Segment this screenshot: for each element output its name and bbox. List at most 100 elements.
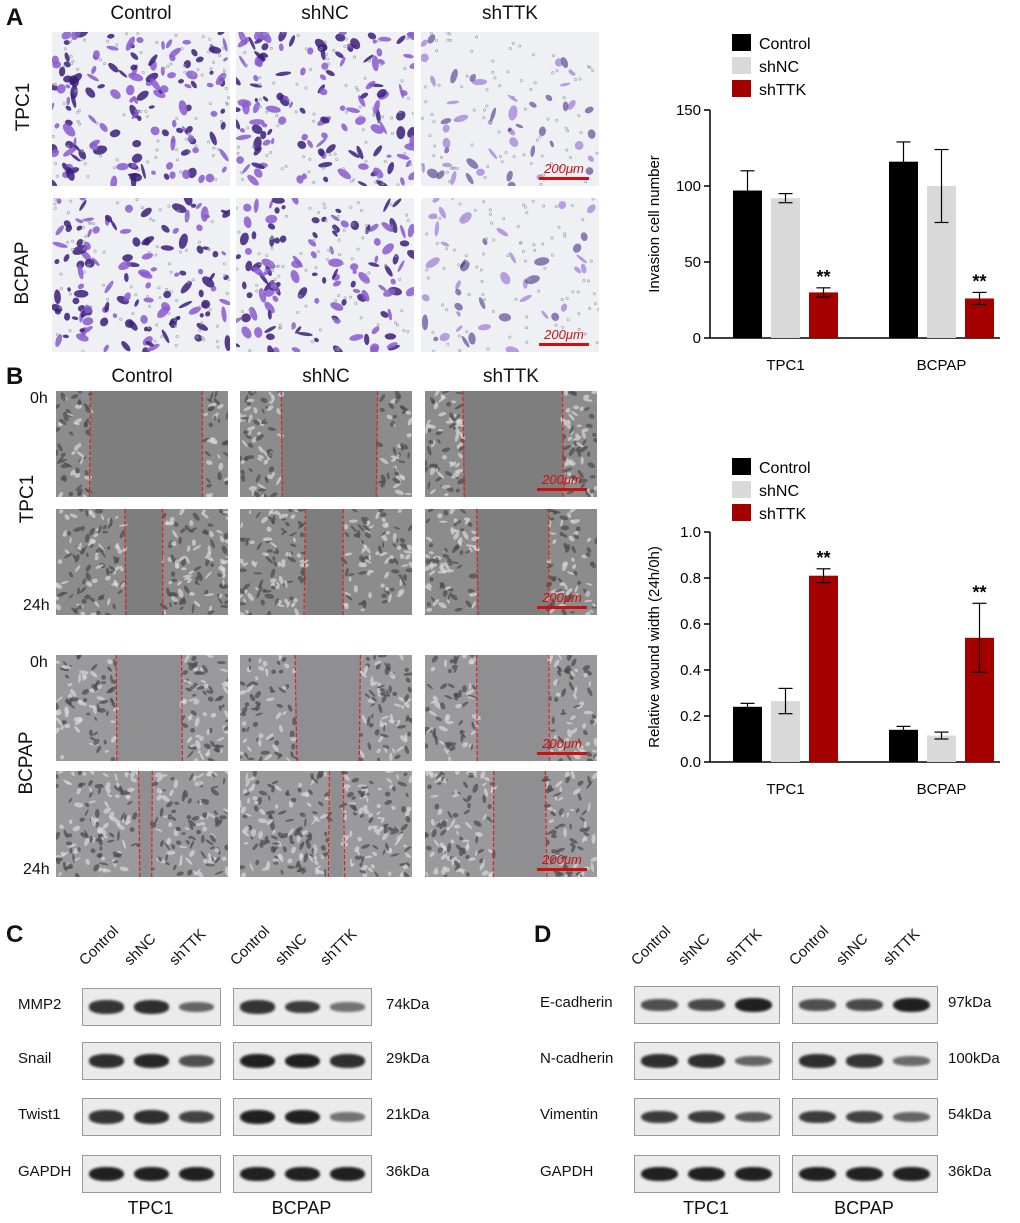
invasion-header-control: Control: [110, 3, 172, 24]
protein-band: [89, 1166, 124, 1182]
legend-swatch: [732, 481, 751, 498]
protein-band: [641, 1110, 678, 1124]
significance-marker: **: [816, 267, 830, 287]
protein-band: [89, 1054, 124, 1068]
molecular-weight-label: 21kDa: [386, 1106, 430, 1123]
protein-band: [799, 1054, 836, 1068]
lane-label: Control: [627, 922, 675, 969]
lane-label: Control: [785, 922, 833, 969]
legend-label: shNC: [759, 483, 799, 500]
protein-label: Twist1: [18, 1106, 61, 1123]
protein-band: [285, 1109, 320, 1125]
scale-bar: 200μm: [537, 472, 587, 491]
invasion-image: [52, 198, 230, 352]
lane-label: shNC: [271, 930, 311, 969]
protein-band: [735, 1166, 772, 1182]
bar: [771, 198, 800, 338]
lane-label: shNC: [120, 930, 160, 969]
legend-label: Control: [759, 36, 811, 53]
invasion-image: [52, 32, 230, 186]
protein-band: [179, 1166, 214, 1182]
protein-band: [285, 1000, 320, 1014]
lane-label: Control: [75, 922, 123, 969]
bar: [889, 161, 918, 338]
blot-strip: [634, 986, 780, 1024]
protein-band: [89, 1110, 124, 1124]
protein-band: [330, 1166, 365, 1182]
lane-label: shTTK: [316, 925, 361, 969]
protein-band: [846, 1166, 883, 1182]
legend-swatch: [732, 80, 751, 97]
blot-strip: [82, 1042, 221, 1080]
lane-label: shTTK: [721, 925, 766, 969]
protein-band: [799, 1166, 836, 1182]
protein-band: [179, 1001, 214, 1013]
y-tick-label: 50: [684, 254, 701, 271]
blot-strip: [634, 1155, 780, 1193]
protein-band: [89, 1000, 124, 1014]
wound-row-label-tpc1: TPC1: [17, 474, 38, 524]
wound-header-shnc: shNC: [302, 366, 350, 387]
lane-label: shNC: [674, 930, 714, 969]
protein-band: [846, 1054, 883, 1068]
blot-strip: [792, 1098, 938, 1136]
protein-band: [179, 1110, 214, 1124]
blot-strip: [82, 1155, 221, 1193]
blot-strip: [792, 1155, 938, 1193]
blot-strip: [792, 1042, 938, 1080]
protein-label: Vimentin: [540, 1106, 599, 1123]
protein-band: [688, 1054, 725, 1068]
legend-swatch: [732, 34, 751, 51]
y-tick-label: 0.4: [680, 662, 701, 679]
protein-band: [134, 1110, 169, 1124]
scale-bar: 200μm: [539, 161, 589, 180]
molecular-weight-label: 97kDa: [948, 994, 992, 1011]
protein-band: [179, 1055, 214, 1067]
y-tick-label: 0.0: [680, 754, 701, 771]
protein-band: [688, 1166, 725, 1182]
lane-label: shTTK: [165, 925, 210, 969]
x-tick-label: TPC1: [766, 357, 804, 374]
significance-marker: **: [816, 548, 830, 568]
wound-image: 200μm: [425, 655, 597, 761]
protein-band: [240, 1053, 275, 1069]
bar: [809, 292, 838, 338]
scale-bar: 200μm: [539, 327, 589, 346]
wound-image: 200μm: [425, 771, 597, 877]
protein-band: [735, 997, 772, 1013]
invasion-image: 200μm: [421, 198, 599, 352]
wound-image: [240, 771, 412, 877]
wound-image: [240, 509, 412, 615]
legend-label: shTTK: [759, 82, 806, 99]
molecular-weight-label: 29kDa: [386, 1050, 430, 1067]
blot-strip: [82, 1098, 221, 1136]
protein-band: [688, 999, 725, 1011]
y-tick-label: 0.6: [680, 616, 701, 633]
invasion-image: [236, 32, 414, 186]
protein-band: [330, 1054, 365, 1068]
y-axis-label: Invasion cell number: [646, 155, 663, 293]
blot-strip: [233, 988, 372, 1026]
y-axis-label: Relative wound width (24h/0h): [646, 546, 663, 748]
bar: [733, 706, 762, 762]
x-tick-label: BCPAP: [917, 357, 967, 374]
protein-band: [893, 1166, 930, 1182]
protein-label: MMP2: [18, 996, 62, 1013]
protein-band: [893, 1056, 930, 1066]
panel-label-d: D: [534, 921, 552, 948]
timepoint-label: 0h: [30, 390, 48, 407]
lane-label: Control: [226, 922, 274, 969]
protein-label: GAPDH: [540, 1163, 594, 1180]
cell-line-label: BCPAP: [834, 1198, 894, 1218]
invasion-row-label-bcpap: BCPAP: [12, 241, 33, 305]
y-tick-label: 0: [693, 330, 701, 347]
timepoint-label: 24h: [23, 861, 50, 878]
y-tick-label: 0.8: [680, 570, 701, 587]
protein-band: [240, 1109, 275, 1125]
molecular-weight-label: 54kDa: [948, 1106, 992, 1123]
y-tick-label: 1.0: [680, 524, 701, 541]
protein-band: [846, 999, 883, 1011]
bar: [733, 190, 762, 338]
invasion-header-shttk: shTTK: [482, 3, 538, 24]
legend-swatch: [732, 504, 751, 521]
